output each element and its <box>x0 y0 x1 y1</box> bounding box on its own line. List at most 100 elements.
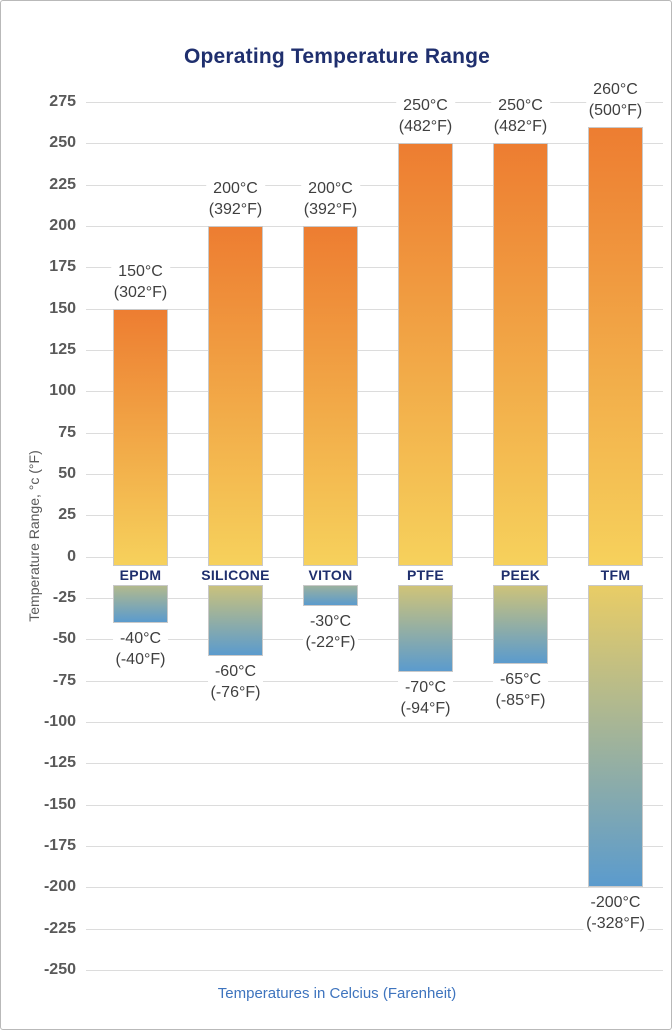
min-value-line: -60°C <box>214 662 257 680</box>
max-value-line: 200°C <box>213 180 258 197</box>
gridline <box>86 350 663 351</box>
max-value-line: (392°F) <box>303 201 358 218</box>
max-value-label: 200°C (392°F) <box>205 178 266 220</box>
max-value-line: (302°F) <box>113 283 168 301</box>
max-value-line: 150°C <box>118 262 163 280</box>
y-tick-label: -175 <box>43 837 76 854</box>
y-tick-label: 25 <box>58 506 76 524</box>
bar-negative <box>588 584 643 888</box>
gridline <box>86 887 663 889</box>
bar-negative <box>113 584 168 623</box>
gridline <box>86 308 663 310</box>
y-tick-label: 50 <box>58 465 76 482</box>
gridline <box>86 598 663 599</box>
chart-title: Operating Temperature Range <box>183 45 491 68</box>
min-value-label: -200°C (-328°F) <box>583 892 648 935</box>
y-tick-label: 275 <box>49 93 76 110</box>
gridline <box>86 928 663 930</box>
category-label: EPDM <box>113 566 168 585</box>
max-value-line: 260°C <box>593 80 638 98</box>
gridline <box>86 804 663 806</box>
min-value-line: (-22°F) <box>305 634 356 652</box>
y-tick-label: -225 <box>43 919 76 937</box>
max-value-line: 250°C <box>498 97 543 115</box>
gridline <box>86 722 663 723</box>
gridline <box>86 763 663 765</box>
min-value-label: -30°C (-22°F) <box>302 611 359 654</box>
y-tick-label: -25 <box>52 589 76 606</box>
max-value-line: (482°F) <box>493 118 548 136</box>
gridline <box>86 143 663 145</box>
min-value-line: (-94°F) <box>400 700 451 718</box>
gridline <box>86 267 663 269</box>
bar-negative <box>303 584 358 607</box>
min-value-line: -65°C <box>499 671 542 689</box>
y-tick-label: 175 <box>49 258 76 276</box>
max-value-line: (392°F) <box>208 201 263 218</box>
bar-negative <box>398 584 453 673</box>
category-label: SILICONE <box>195 566 276 585</box>
gridline <box>86 102 663 103</box>
y-tick-label: 250 <box>49 134 76 152</box>
min-value-line: (-76°F) <box>210 683 261 701</box>
gridline <box>86 391 663 393</box>
y-tick-label: 200 <box>49 217 76 234</box>
gridline <box>86 184 663 186</box>
y-tick-label: 75 <box>58 423 76 441</box>
x-axis-caption: Temperatures in Celcius (Farenheit) <box>217 985 457 1002</box>
bar-negative <box>493 584 548 665</box>
min-value-line: (-40°F) <box>115 650 166 668</box>
y-tick-label: -200 <box>43 878 76 896</box>
gridline <box>86 639 663 641</box>
max-value-label: 260°C (500°F) <box>585 78 646 121</box>
bar-positive <box>113 308 168 566</box>
bar-positive <box>493 143 548 566</box>
gridline <box>86 846 663 847</box>
gridline <box>86 556 663 558</box>
y-tick-label: -250 <box>43 961 76 978</box>
category-label: VITON <box>302 566 359 585</box>
gridline <box>86 226 663 227</box>
y-tick-label: 225 <box>49 175 76 193</box>
category-label: TFM <box>594 566 637 585</box>
max-value-line: 200°C <box>308 180 353 197</box>
y-tick-label: 0 <box>67 547 76 565</box>
category-label: PTFE <box>401 566 450 585</box>
bar-negative <box>208 584 263 656</box>
max-value-label: 150°C (302°F) <box>110 260 171 303</box>
gridline <box>86 680 663 682</box>
max-value-line: (482°F) <box>398 118 453 136</box>
min-value-line: -200°C <box>590 894 641 912</box>
category-label: PEEK <box>494 566 547 585</box>
y-tick-label: -125 <box>43 754 76 772</box>
min-value-label: -65°C (-85°F) <box>492 669 549 712</box>
min-value-line: -40°C <box>119 629 162 647</box>
min-value-label: -60°C (-76°F) <box>207 660 264 703</box>
max-value-line: 250°C <box>403 97 448 115</box>
bar-positive <box>398 143 453 566</box>
max-value-label: 250°C (482°F) <box>490 95 551 138</box>
y-tick-label: 150 <box>49 299 76 317</box>
y-tick-label: -150 <box>43 795 76 813</box>
y-tick-label: 100 <box>49 382 76 400</box>
min-value-line: (-85°F) <box>495 692 546 710</box>
gridline <box>86 970 663 971</box>
y-tick-label: -100 <box>43 713 76 730</box>
y-tick-label: 125 <box>49 341 76 358</box>
gridline <box>86 432 663 434</box>
y-tick-label: -50 <box>52 630 76 648</box>
min-value-line: (-328°F) <box>586 915 645 933</box>
gridline <box>86 515 663 517</box>
bar-positive <box>208 226 263 566</box>
min-value-line: -30°C <box>309 613 352 631</box>
bar-positive <box>588 126 643 566</box>
max-value-label: 200°C (392°F) <box>300 178 361 220</box>
min-value-label: -40°C (-40°F) <box>112 627 169 670</box>
min-value-label: -70°C (-94°F) <box>397 677 454 720</box>
max-value-line: (500°F) <box>588 101 643 119</box>
gridline <box>86 474 663 475</box>
y-tick-label: -75 <box>52 671 76 689</box>
bar-positive <box>303 226 358 566</box>
max-value-label: 250°C (482°F) <box>395 95 456 138</box>
